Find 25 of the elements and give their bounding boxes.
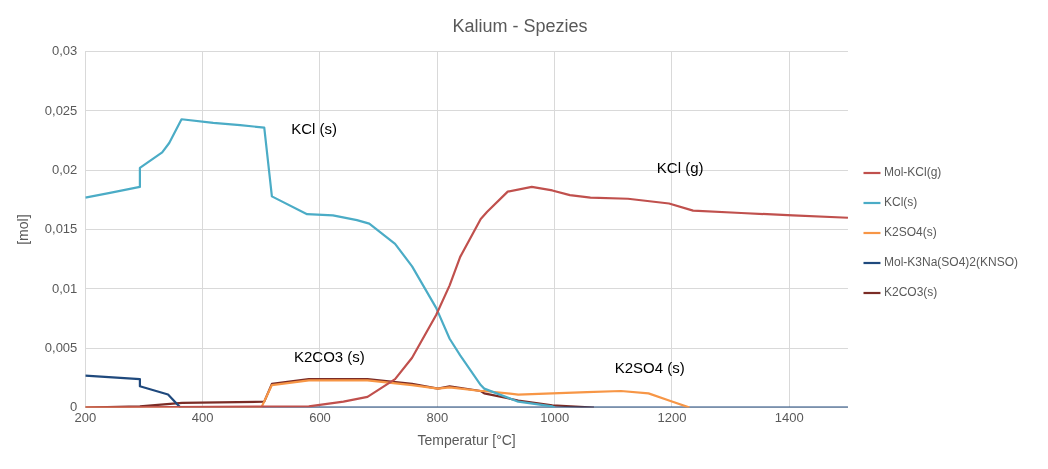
x-tick-label: 200 bbox=[74, 409, 97, 425]
x-tick-label: 1000 bbox=[540, 409, 570, 425]
y-tick-label: 0,005 bbox=[44, 339, 78, 355]
chart-title: Kalium - Spezies bbox=[452, 15, 588, 36]
annotation: K2CO3 (s) bbox=[293, 347, 365, 365]
legend-label: KCl(s) bbox=[883, 195, 918, 210]
y-axis-title: [mol] bbox=[15, 214, 32, 245]
x-tick-label: 800 bbox=[426, 409, 449, 425]
y-tick-label: 0,015 bbox=[44, 221, 78, 237]
legend-label: K2CO3(s) bbox=[883, 285, 938, 300]
y-tick-label: 0,01 bbox=[52, 280, 78, 296]
x-tick-label: 1400 bbox=[774, 409, 804, 425]
annotation: KCl (s) bbox=[291, 120, 338, 138]
x-tick-label: 600 bbox=[309, 409, 331, 425]
x-tick-label: 400 bbox=[191, 409, 214, 425]
y-tick-label: 0,02 bbox=[52, 161, 78, 177]
legend-label: Mol-KCl(g) bbox=[883, 165, 942, 180]
y-tick-label: 0,03 bbox=[52, 43, 78, 59]
x-axis-title: Temperatur [°C] bbox=[417, 432, 516, 449]
y-tick-label: 0,025 bbox=[44, 102, 78, 118]
annotation: KCl (g) bbox=[656, 159, 704, 177]
x-tick-label: 1200 bbox=[657, 409, 687, 425]
legend-label: K2SO4(s) bbox=[883, 225, 937, 240]
legend-label: Mol-K3Na(SO4)2(KNSO) bbox=[883, 255, 1018, 270]
annotation: K2SO4 (s) bbox=[614, 358, 685, 376]
